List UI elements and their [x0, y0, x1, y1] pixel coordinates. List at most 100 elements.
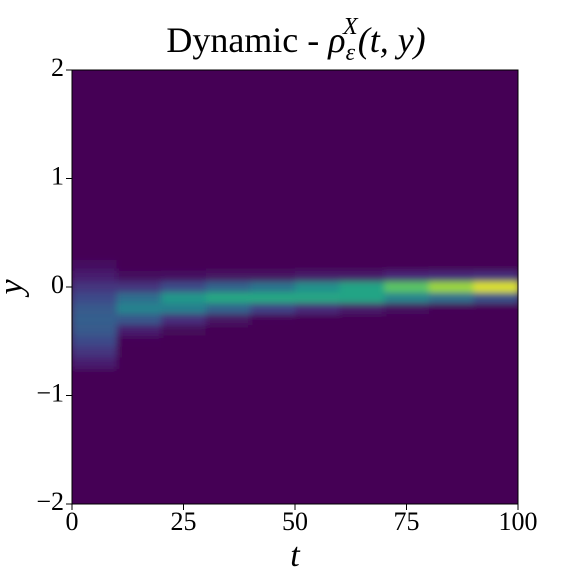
heatmap-cell — [250, 303, 296, 315]
heatmap-cell — [205, 324, 251, 337]
x-tick-label: 75 — [394, 507, 420, 536]
heatmap-cell — [473, 357, 518, 369]
heatmap-cell — [295, 303, 341, 315]
heatmap-cell — [295, 357, 341, 369]
heatmap-cell — [339, 314, 385, 326]
heatmap-cell — [428, 357, 474, 369]
heatmap-cell — [428, 303, 474, 315]
heatmap-cell — [295, 335, 341, 348]
heatmap-cell — [473, 292, 518, 304]
heatmap-cell — [161, 259, 207, 272]
heatmap-cell — [205, 346, 251, 359]
heatmap-cell — [205, 259, 251, 272]
heatmap-cell — [205, 314, 251, 326]
x-tick-label: 50 — [282, 507, 308, 536]
heatmap-cell — [339, 324, 385, 337]
heatmap-cell — [116, 346, 162, 359]
heatmap-cell — [72, 303, 118, 315]
heatmap-cell — [205, 357, 251, 369]
heatmap-cell — [161, 303, 207, 315]
heatmap-cell — [339, 357, 385, 369]
heatmap-cell — [72, 259, 118, 272]
x-tick-label: 25 — [171, 507, 197, 536]
heatmap-cell — [428, 292, 474, 304]
heatmap-cell — [72, 292, 118, 304]
heatmap-cell — [205, 270, 251, 283]
heatmap-cell — [428, 335, 474, 348]
title-subscript: ε — [346, 40, 356, 66]
heatmap-cell — [295, 270, 341, 283]
heatmap-cell — [161, 357, 207, 369]
y-axis-label: y — [0, 279, 30, 298]
heatmap-cell — [161, 281, 207, 293]
heatmap-cell — [384, 292, 430, 304]
heatmap-cell — [250, 335, 296, 348]
heatmap-cell — [473, 324, 518, 337]
heatmap-cell — [205, 335, 251, 348]
heatmap-cell — [428, 324, 474, 337]
y-tick-label: −1 — [36, 378, 64, 407]
heatmap-cell — [250, 324, 296, 337]
heatmap-cell — [161, 292, 207, 304]
heatmap-cell — [384, 335, 430, 348]
heatmap-cell — [473, 346, 518, 359]
heatmap-cell — [384, 259, 430, 272]
heatmap-cell — [339, 346, 385, 359]
heatmap-cell — [339, 292, 385, 304]
heatmap-cell — [72, 357, 118, 369]
y-tick-label: 2 — [51, 53, 64, 82]
heatmap-cell — [72, 314, 118, 326]
heatmap-cell — [473, 281, 518, 293]
heatmap-cell — [339, 335, 385, 348]
heatmap-cell — [161, 270, 207, 283]
y-tick-label: 1 — [51, 161, 64, 190]
heatmap-cell — [473, 335, 518, 348]
heatmap-cell — [339, 303, 385, 315]
heatmap-cell — [72, 281, 118, 293]
heatmap-cell — [250, 292, 296, 304]
heatmap-cell — [250, 314, 296, 326]
heatmap-cell — [161, 335, 207, 348]
heatmap-cell — [116, 270, 162, 283]
heatmap-cell — [428, 270, 474, 283]
heatmap-cell — [295, 259, 341, 272]
heatmap-cell — [428, 314, 474, 326]
heatmap-cell — [339, 259, 385, 272]
heatmap-cell — [384, 314, 430, 326]
heatmap-cell — [428, 346, 474, 359]
heatmap-cell — [339, 281, 385, 293]
title-text: Dynamic - — [166, 20, 328, 60]
heatmap — [72, 70, 518, 504]
title-args: (t, y) — [358, 20, 426, 60]
heatmap-cell — [295, 314, 341, 326]
heatmap-cell — [295, 292, 341, 304]
heatmap-cell — [116, 259, 162, 272]
heatmap-cell — [339, 270, 385, 283]
heatmap-cell — [250, 281, 296, 293]
heatmap-cell — [205, 303, 251, 315]
heatmap-cell — [116, 357, 162, 369]
heatmap-cell — [428, 259, 474, 272]
title-symbol: ρ — [327, 20, 345, 60]
heatmap-cell — [116, 281, 162, 293]
heatmap-cell — [205, 281, 251, 293]
heatmap-cell — [295, 281, 341, 293]
plot-area — [72, 70, 518, 504]
heatmap-cell — [384, 281, 430, 293]
heatmap-cell — [473, 314, 518, 326]
heatmap-cell — [384, 357, 430, 369]
heatmap-cell — [72, 270, 118, 283]
heatmap-cell — [250, 270, 296, 283]
heatmap-cell — [473, 270, 518, 283]
heatmap-cell — [384, 303, 430, 315]
heatmap-cell — [250, 357, 296, 369]
heatmap-cell — [161, 314, 207, 326]
heatmap-cell — [384, 346, 430, 359]
heatmap-cell — [473, 259, 518, 272]
x-tick-label: 0 — [66, 507, 79, 536]
heatmap-cell — [295, 324, 341, 337]
y-tick-label: −2 — [36, 487, 64, 516]
heatmap-cell — [116, 335, 162, 348]
heatmap-cell — [428, 281, 474, 293]
